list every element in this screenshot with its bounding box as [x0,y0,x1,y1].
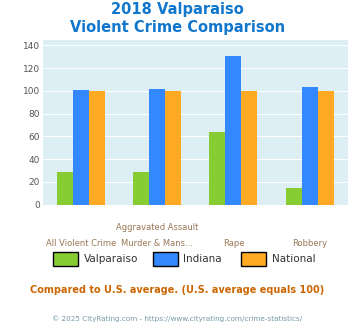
Bar [209,132,225,205]
Bar [286,187,302,205]
Text: © 2025 CityRating.com - https://www.cityrating.com/crime-statistics/: © 2025 CityRating.com - https://www.city… [53,315,302,322]
Text: Murder & Mans...: Murder & Mans... [121,239,193,248]
Bar [133,172,149,205]
Bar [165,91,181,205]
Text: 2018 Valparaiso: 2018 Valparaiso [111,2,244,16]
Text: Compared to U.S. average. (U.S. average equals 100): Compared to U.S. average. (U.S. average … [31,285,324,295]
Bar [73,90,89,205]
Bar [225,55,241,205]
Text: Rape: Rape [223,239,244,248]
Bar [241,91,257,205]
Text: National: National [272,254,315,264]
Text: Valparaiso: Valparaiso [83,254,138,264]
Text: Violent Crime Comparison: Violent Crime Comparison [70,20,285,35]
Bar [149,88,165,205]
Text: Robbery: Robbery [292,239,327,248]
Bar [57,172,73,205]
Bar [89,91,105,205]
Text: All Violent Crime: All Violent Crime [46,239,116,248]
Text: Indiana: Indiana [183,254,222,264]
Text: Aggravated Assault: Aggravated Assault [116,223,198,232]
Bar [302,87,318,205]
Bar [318,91,334,205]
